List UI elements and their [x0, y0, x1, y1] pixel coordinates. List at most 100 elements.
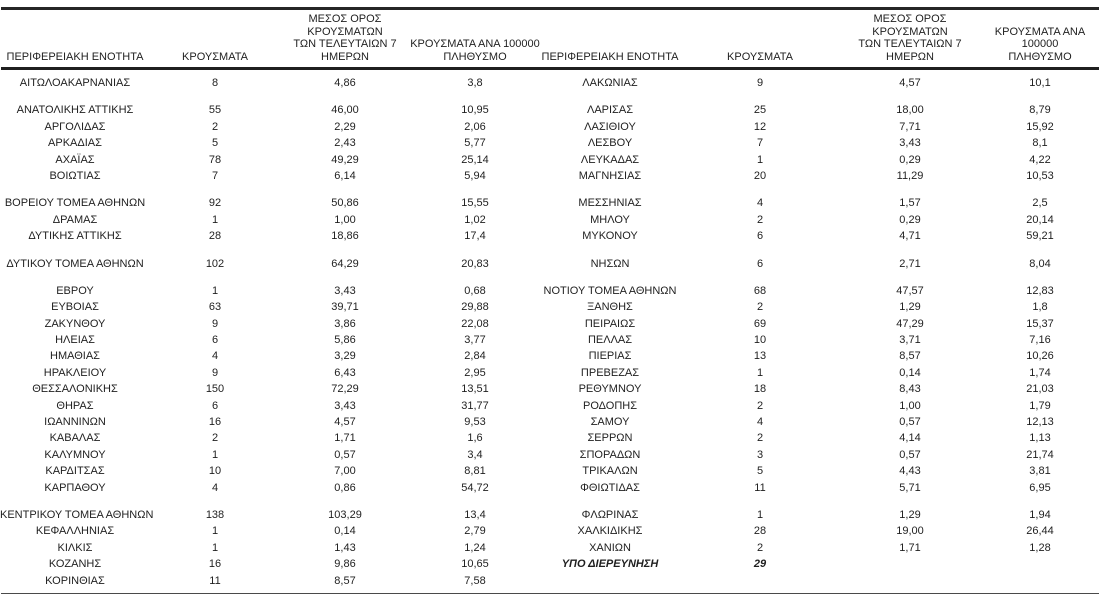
cases-cell: 9: [211, 366, 219, 379]
per100k-cell: 7,16: [1029, 334, 1051, 347]
table-row: ΕΒΡΟΥ 1 3,43 0,68 ΝΟΤΙΟΥ ΤΟΜΕΑ ΑΘΗΝΩΝ 68 47,57…: [0, 283, 1100, 299]
cases-cell: 92: [208, 197, 222, 210]
region-cell: ΛΕΥΚΑΔΑΣ: [580, 153, 640, 166]
region-cell: ΜΑΓΝΗΣΙΑΣ: [578, 169, 642, 182]
avg7-cell: 0,14: [899, 366, 921, 379]
cases-cell: 6: [756, 230, 764, 243]
per100k-cell: 29,88: [461, 301, 489, 314]
region-cell: ΣΠΟΡΑΔΩΝ: [579, 448, 641, 461]
cases-cell: 6: [756, 257, 764, 270]
cases-cell: 138: [205, 508, 225, 521]
per100k-cell: 20,14: [1026, 213, 1054, 226]
avg7-cell: 46,00: [331, 104, 359, 117]
table-row: ΑΡΚΑΔΙΑΣ 5 2,43 5,77 ΛΕΣΒΟΥ 7 3,43 8,1: [0, 135, 1100, 151]
region-cell: ΜΕΣΣΗΝΙΑΣ: [578, 197, 642, 210]
avg7-cell: 72,29: [331, 383, 359, 396]
table-row: ΗΛΕΙΑΣ 6 5,86 3,77 ΠΕΛΛΑΣ 10 3,71 7,16: [0, 332, 1100, 348]
avg7-cell: 2,43: [334, 137, 356, 150]
per100k-cell: 1,24: [464, 541, 486, 554]
cases-cell: 68: [753, 284, 767, 297]
table-row: ΚΟΖΑΝΗΣ 16 9,86 10,65 ΥΠΟ ΔΙΕΡΕΥΝΗΣΗ 29: [0, 556, 1100, 572]
region-cell: ΛΕΣΒΟΥ: [587, 137, 633, 150]
cases-cell: 4: [756, 197, 764, 210]
region-cell: ΡΕΘΥΜΝΟΥ: [578, 383, 642, 396]
avg7-cell: 4,57: [334, 416, 356, 429]
avg7-cell: 1,00: [899, 399, 921, 412]
cases-cell: 1: [756, 153, 764, 166]
region-cell: ΑΧΑΪΑΣ: [55, 153, 95, 166]
avg7-cell: 47,57: [896, 284, 924, 297]
per100k-cell: 26,44: [1026, 525, 1054, 538]
cases-cell: 63: [208, 301, 222, 314]
avg7-cell: 1,71: [334, 432, 356, 445]
avg7-cell: 39,71: [331, 301, 359, 314]
cases-cell: 2: [756, 541, 764, 554]
avg7-cell: 3,86: [334, 317, 356, 330]
region-cell: ΑΡΓΟΛΙΔΑΣ: [44, 120, 106, 133]
table-row: ΔΥΤΙΚΗΣ ΑΤΤΙΚΗΣ 28 18,86 17,4 ΜΥΚΟΝΟΥ 6 4,71 59…: [0, 228, 1100, 244]
table-row: ΚΕΦΑΛΛΗΝΙΑΣ 1 0,14 2,79 ΧΑΛΚΙΔΙΚΗΣ 28 19,00 26,…: [0, 523, 1100, 539]
region-cell: ΚΙΛΚΙΣ: [57, 541, 93, 554]
per100k-cell: 2,79: [464, 525, 486, 538]
avg7-cell: 1,71: [899, 541, 921, 554]
group-spacer: [0, 272, 1100, 283]
cases-cell: 25: [753, 104, 767, 117]
table-row: ΑΧΑΪΑΣ 78 49,29 25,14 ΛΕΥΚΑΔΑΣ 1 0,29 4,22: [0, 152, 1100, 168]
avg7-cell: 3,71: [899, 334, 921, 347]
cases-cell: 69: [753, 317, 767, 330]
per100k-cell: 12,13: [1026, 416, 1054, 429]
cases-cell: 16: [208, 558, 222, 571]
per100k-cell: 2,84: [464, 350, 486, 363]
avg7-cell: 1,57: [899, 197, 921, 210]
region-cell: ΑΡΚΑΔΙΑΣ: [48, 137, 102, 150]
per100k-cell: 15,92: [1026, 120, 1054, 133]
region-cell: ΜΥΚΟΝΟΥ: [582, 230, 638, 243]
avg7-cell: 18,00: [896, 104, 924, 117]
table-row: ΗΡΑΚΛΕΙΟΥ 9 6,43 2,95 ΠΡΕΒΕΖΑΣ 1 0,14 1,74: [0, 365, 1100, 381]
cases-cell: 7: [211, 169, 219, 182]
avg7-cell: 2,71: [899, 257, 921, 270]
header-cases-right: ΚΡΟΥΣΜΑΤΑ: [727, 50, 793, 63]
region-cell: ΗΜΑΘΙΑΣ: [50, 350, 100, 363]
group-spacer: [0, 184, 1100, 195]
region-cell: ΗΡΑΚΛΕΙΟΥ: [43, 366, 107, 379]
cases-cell: 102: [205, 257, 225, 270]
per100k-cell: 4,22: [1029, 153, 1051, 166]
cases-cell: 4: [211, 481, 219, 494]
avg7-cell: 49,29: [331, 153, 359, 166]
avg7-cell: 1,29: [899, 508, 921, 521]
cases-cell: 10: [753, 334, 767, 347]
per100k-cell: 12,83: [1026, 284, 1054, 297]
avg7-cell: 18,86: [331, 230, 359, 243]
avg7-cell: 4,86: [334, 77, 356, 89]
per100k-cell: 3,77: [464, 334, 486, 347]
per100k-cell: 1,94: [1029, 508, 1051, 521]
cases-cell: 29: [753, 558, 767, 571]
per100k-cell: 15,37: [1026, 317, 1054, 330]
per100k-cell: 8,81: [464, 465, 486, 478]
table-row: ΒΟΙΩΤΙΑΣ 7 6,14 5,94 ΜΑΓΝΗΣΙΑΣ 20 11,29 10,53: [0, 168, 1100, 184]
avg7-cell: 0,57: [899, 448, 921, 461]
per100k-cell: 8,79: [1029, 104, 1051, 117]
avg7-cell: 11,29: [896, 169, 924, 182]
avg7-cell: 8,43: [899, 383, 921, 396]
region-cell: ΣΕΡΡΩΝ: [587, 432, 633, 445]
region-cell: ΠΙΕΡΙΑΣ: [588, 350, 632, 363]
per100k-cell: 9,53: [464, 416, 486, 429]
per100k-cell: 21,74: [1026, 448, 1054, 461]
region-cell: ΑΝΑΤΟΛΙΚΗΣ ΑΤΤΙΚΗΣ: [16, 104, 134, 117]
region-cell: ΦΛΩΡΙΝΑΣ: [581, 508, 639, 521]
header-avg7-right: ΜΕΣΟΣ ΟΡΟΣ ΚΡΟΥΣΜΑΤΩΝ ΤΩΝ ΤΕΛΕΥΤΑΙΩΝ 7 Η…: [858, 13, 962, 63]
table-row: ΚΑΡΠΑΘΟΥ 4 0,86 54,72 ΦΘΙΩΤΙΔΑΣ 11 5,71 6,95: [0, 480, 1100, 496]
table-row: ΒΟΡΕΙΟΥ ΤΟΜΕΑ ΑΘΗΝΩΝ 92 50,86 15,55 ΜΕΣΣΗΝΙΑ…: [0, 195, 1100, 211]
cases-cell: 78: [208, 153, 222, 166]
avg7-cell: 3,29: [334, 350, 356, 363]
avg7-cell: 0,57: [899, 416, 921, 429]
cases-cell: 1: [211, 213, 219, 226]
group-spacer: [0, 496, 1100, 507]
avg7-cell: 4,71: [899, 230, 921, 243]
region-cell: ΚΑΛΥΜΝΟΥ: [44, 448, 106, 461]
per100k-cell: 1,8: [1032, 301, 1048, 314]
group-spacer: [0, 91, 1100, 102]
region-cell: ΚΑΡΔΙΤΣΑΣ: [45, 465, 105, 478]
